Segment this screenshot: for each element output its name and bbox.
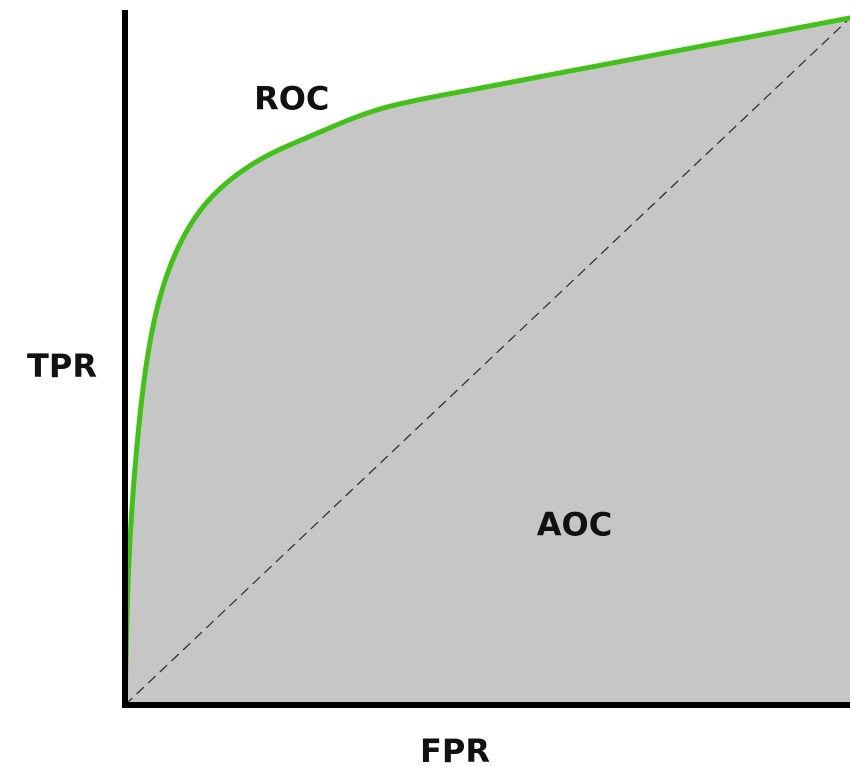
x-axis-label: FPR [420,732,490,767]
chart-annotations: ROC AOC [254,79,612,543]
y-axis-label: TPR [27,347,97,385]
diagonal-reference-line [124,17,850,706]
annotation-roc: ROC [254,79,329,117]
roc-curve-line [122,15,850,708]
annotation-aoc: AOC [537,505,612,543]
